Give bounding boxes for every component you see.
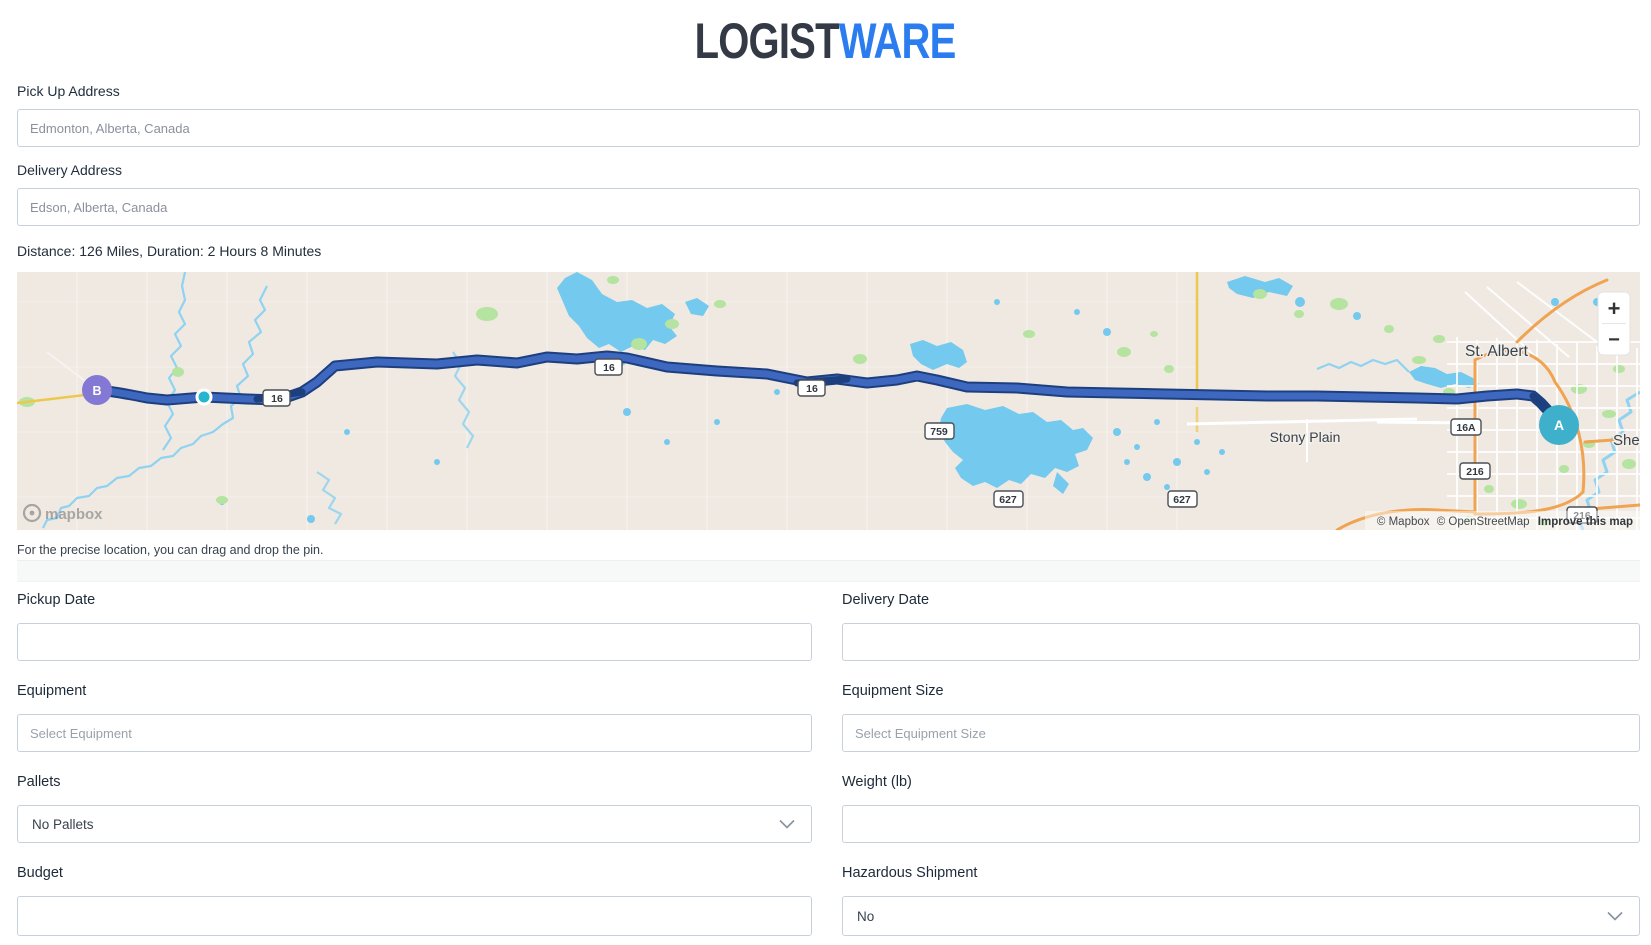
logo: LOGISTWARE	[695, 13, 957, 69]
svg-text:627: 627	[1173, 494, 1191, 506]
pickup-date-field: Pickup Date	[17, 582, 812, 661]
weight-label: Weight (lb)	[842, 774, 912, 790]
mapbox-logo[interactable]: mapbox	[22, 503, 103, 523]
equipment-field: Equipment	[17, 661, 812, 752]
shield-hwy216-2: 216	[1566, 506, 1598, 524]
place-labels: St. Albert Stony Plain Sher	[1268, 342, 1640, 451]
hazardous-select[interactable]: No	[842, 896, 1640, 936]
svg-text:627: 627	[999, 494, 1017, 506]
label-stony-plain: Stony Plain	[1270, 429, 1341, 445]
label-st-albert: St. Albert	[1465, 343, 1529, 360]
pallets-selected-value: No Pallets	[32, 816, 94, 832]
delivery-address-input[interactable]	[17, 188, 1640, 226]
chevron-down-icon	[1607, 911, 1623, 921]
budget-field: Budget	[17, 843, 812, 936]
attribution-improve-link[interactable]: Improve this map	[1538, 516, 1633, 528]
delivery-date-input[interactable]	[842, 623, 1640, 661]
route-waypoint-dot[interactable]	[195, 388, 213, 406]
delivery-date-label: Delivery Date	[842, 592, 930, 608]
hazardous-selected-value: No	[857, 908, 875, 924]
attribution-osm-link[interactable]: © OpenStreetMap	[1437, 516, 1530, 528]
equipment-size-input[interactable]	[842, 714, 1640, 752]
hazardous-field: Hazardous Shipment No	[842, 843, 1640, 936]
map-drag-hint: For the precise location, you can drag a…	[17, 543, 324, 557]
map-lakes	[219, 272, 1622, 523]
equipment-size-field: Equipment Size	[842, 661, 1640, 752]
svg-text:16: 16	[806, 383, 818, 395]
pickup-date-label: Pickup Date	[17, 592, 96, 608]
pickup-address-input[interactable]	[17, 109, 1640, 147]
svg-text:A: A	[1554, 417, 1564, 433]
logo-part-blue: WARE	[839, 13, 957, 69]
shield-hwy627-1: 627	[993, 490, 1024, 508]
equipment-label: Equipment	[17, 683, 87, 699]
attribution-mapbox-link[interactable]: © Mapbox	[1377, 516, 1430, 528]
pallets-field: Pallets No Pallets	[17, 752, 812, 843]
shield-hwy16-2: 16	[594, 358, 623, 376]
highway-shields: 16 16 16 759 627 627 16A 216 216	[262, 358, 1598, 524]
chevron-down-icon	[779, 819, 795, 829]
shield-hwy759: 759	[924, 422, 955, 440]
shipment-details-grid: Pickup Date Delivery Date Equipment Equi…	[17, 582, 1640, 936]
route-map[interactable]: 16 16 16 759 627 627 16A 216 216 St. Alb…	[17, 272, 1640, 530]
shield-hwy16-3: 16	[797, 379, 826, 397]
hazardous-label: Hazardous Shipment	[842, 865, 978, 881]
svg-text:B: B	[92, 384, 101, 398]
section-divider	[17, 560, 1640, 582]
map-orange-highways	[1335, 278, 1640, 530]
pallets-label: Pallets	[17, 774, 61, 790]
svg-text:759: 759	[930, 426, 948, 438]
shield-hwy16a: 16A	[1450, 418, 1482, 436]
svg-text:16: 16	[271, 393, 283, 405]
svg-text:mapbox: mapbox	[45, 506, 103, 523]
weight-field: Weight (lb)	[842, 752, 1640, 843]
map-city-roads	[1186, 281, 1640, 530]
shield-hwy16-1: 16	[262, 389, 291, 407]
marker-a[interactable]: A	[1539, 405, 1579, 445]
map-parks	[19, 276, 1636, 526]
shield-hwy216-1: 216	[1459, 462, 1491, 480]
shipment-form: Pick Up Address Delivery Address Distanc…	[17, 84, 1640, 936]
app-header: LOGISTWARE	[0, 0, 1651, 68]
zoom-in-button[interactable]: +	[1608, 296, 1621, 321]
map-zoom-control: + −	[1597, 291, 1631, 356]
pickup-address-label: Pick Up Address	[17, 83, 120, 99]
delivery-address-label: Delivery Address	[17, 162, 123, 178]
marker-b[interactable]: B	[82, 375, 112, 405]
route-map-canvas: 16 16 16 759 627 627 16A 216 216 St. Alb…	[17, 272, 1640, 530]
delivery-date-field: Delivery Date	[842, 582, 1640, 661]
svg-text:216: 216	[1573, 510, 1591, 522]
equipment-size-label: Equipment Size	[842, 683, 944, 699]
pallets-select[interactable]: No Pallets	[17, 805, 812, 843]
route-summary: Distance: 126 Miles, Duration: 2 Hours 8…	[17, 243, 322, 259]
shield-hwy627-2: 627	[1167, 490, 1198, 508]
pickup-date-input[interactable]	[17, 623, 812, 661]
svg-text:© Mapbox © OpenStree: © Mapbox © OpenStreetMap Improve this ma…	[1377, 516, 1633, 528]
logo-part-dark: LOGIST	[695, 13, 840, 69]
budget-label: Budget	[17, 865, 63, 881]
svg-text:16: 16	[603, 362, 615, 374]
budget-input[interactable]	[17, 896, 812, 936]
svg-text:216: 216	[1466, 466, 1484, 478]
equipment-input[interactable]	[17, 714, 812, 752]
zoom-out-button[interactable]: −	[1608, 329, 1620, 351]
map-attribution: © Mapbox © OpenStreetMap Improve this ma…	[1365, 511, 1640, 530]
svg-text:16A: 16A	[1456, 422, 1476, 434]
weight-input[interactable]	[842, 805, 1640, 843]
label-sherwood-park: Sher	[1613, 432, 1640, 449]
